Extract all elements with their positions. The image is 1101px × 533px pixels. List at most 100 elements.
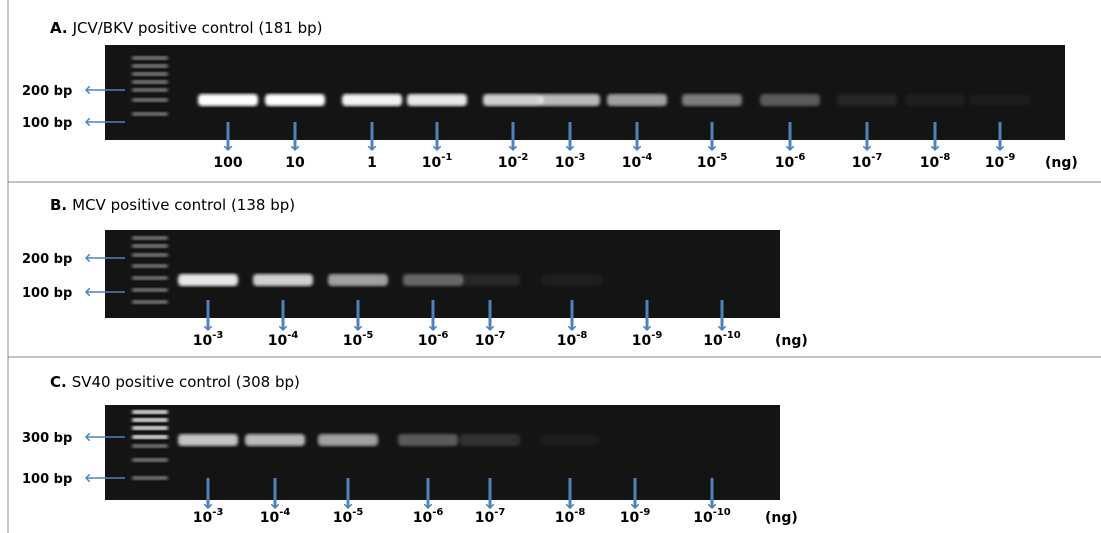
lane-base: 10	[632, 333, 652, 349]
band	[542, 274, 602, 286]
band	[607, 94, 667, 106]
unit-label: (ng)	[1045, 155, 1078, 171]
marker-label: 200 bp	[22, 84, 72, 99]
lane-base: 100	[213, 155, 242, 171]
marker-label: 300 bp	[22, 431, 72, 446]
lane-base: 10	[260, 510, 280, 526]
ladder-band	[132, 418, 168, 422]
band	[760, 94, 820, 106]
band	[540, 434, 600, 446]
lane-base: 10	[557, 333, 577, 349]
panel-letter: B.	[50, 196, 67, 214]
lane-base: 10	[418, 333, 438, 349]
band	[342, 94, 402, 106]
lane-label: 1	[367, 155, 377, 171]
band	[460, 434, 520, 446]
band	[398, 434, 458, 446]
lane-exponent: -5	[716, 152, 727, 163]
band	[403, 274, 463, 286]
marker-label: 100 bp	[22, 116, 72, 131]
ladder-band	[132, 444, 168, 448]
lane-base: 10	[775, 155, 795, 171]
panel-title: C. SV40 positive control (308 bp)	[50, 373, 300, 391]
panel-text: JCV/BKV positive control (181 bp)	[72, 19, 323, 37]
ladder-band	[132, 410, 168, 414]
lane-exponent: -7	[871, 152, 882, 163]
lane-exponent: -8	[939, 152, 950, 163]
ladder-band	[132, 288, 168, 292]
lane-base: 10	[622, 155, 642, 171]
lane-exponent: -10	[723, 330, 741, 341]
lane-exponent: -6	[437, 330, 448, 341]
band	[970, 94, 1030, 106]
ladder-band	[132, 64, 168, 68]
lane-exponent: -4	[641, 152, 652, 163]
band	[460, 274, 520, 286]
lane-exponent: -6	[794, 152, 805, 163]
unit-label: (ng)	[775, 333, 808, 349]
lane-base: 10	[333, 510, 353, 526]
lane-base: 10	[422, 155, 442, 171]
lane-exponent: -1	[441, 152, 452, 163]
lane-base: 10	[693, 510, 713, 526]
marker-label: 100 bp	[22, 286, 72, 301]
ladder-band	[132, 300, 168, 304]
lane-base: 1	[367, 155, 377, 171]
band	[265, 94, 325, 106]
lane-exponent: -7	[494, 507, 505, 518]
band	[253, 274, 313, 286]
lane-exponent: -4	[287, 330, 298, 341]
lane-base: 10	[555, 510, 575, 526]
panel-text: MCV positive control (138 bp)	[72, 196, 295, 214]
ladder-band	[132, 476, 168, 480]
band	[245, 434, 305, 446]
panel-letter: C.	[50, 373, 67, 391]
lane-base: 10	[475, 333, 495, 349]
ladder-band	[132, 458, 168, 462]
marker-label: 100 bp	[22, 472, 72, 487]
lane-base: 10	[697, 155, 717, 171]
lane-label: 100	[213, 155, 242, 171]
lane-base: 10	[920, 155, 940, 171]
ladder-band	[132, 244, 168, 248]
panel-title: A.JCV/BKV positive control (181 bp)	[50, 19, 322, 37]
lane-exponent: -5	[352, 507, 363, 518]
ladder-band	[132, 112, 168, 116]
lane-exponent: -9	[639, 507, 650, 518]
band	[318, 434, 378, 446]
lane-exponent: -8	[574, 507, 585, 518]
ladder-band	[132, 264, 168, 268]
ladder-band	[132, 80, 168, 84]
band	[905, 94, 965, 106]
ladder-band	[132, 56, 168, 60]
lane-base: 10	[498, 155, 518, 171]
lane-base: 10	[985, 155, 1005, 171]
lane-exponent: -6	[432, 507, 443, 518]
marker-label: 200 bp	[22, 252, 72, 267]
lane-exponent: -3	[212, 507, 223, 518]
lane-base: 10	[193, 333, 213, 349]
panel-text: SV40 positive control (308 bp)	[72, 373, 300, 391]
ladder-band	[132, 236, 168, 240]
ladder-band	[132, 426, 168, 430]
lane-base: 10	[852, 155, 872, 171]
ladder-band	[132, 276, 168, 280]
lane-base: 10	[268, 333, 288, 349]
lane-label: 10	[285, 155, 305, 171]
band	[483, 94, 543, 106]
ladder-band	[132, 98, 168, 102]
band	[540, 94, 600, 106]
lane-base: 10	[413, 510, 433, 526]
lane-exponent: -2	[517, 152, 528, 163]
lane-base: 10	[555, 155, 575, 171]
lane-exponent: -5	[362, 330, 373, 341]
panel-title: B. MCV positive control (138 bp)	[50, 196, 295, 214]
lane-exponent: -3	[212, 330, 223, 341]
band	[178, 434, 238, 446]
ladder-band	[132, 88, 168, 92]
figure: A.JCV/BKV positive control (181 bp) 200 b…	[0, 0, 1101, 533]
band	[198, 94, 258, 106]
band	[178, 274, 238, 286]
lane-base: 10	[620, 510, 640, 526]
band	[682, 94, 742, 106]
